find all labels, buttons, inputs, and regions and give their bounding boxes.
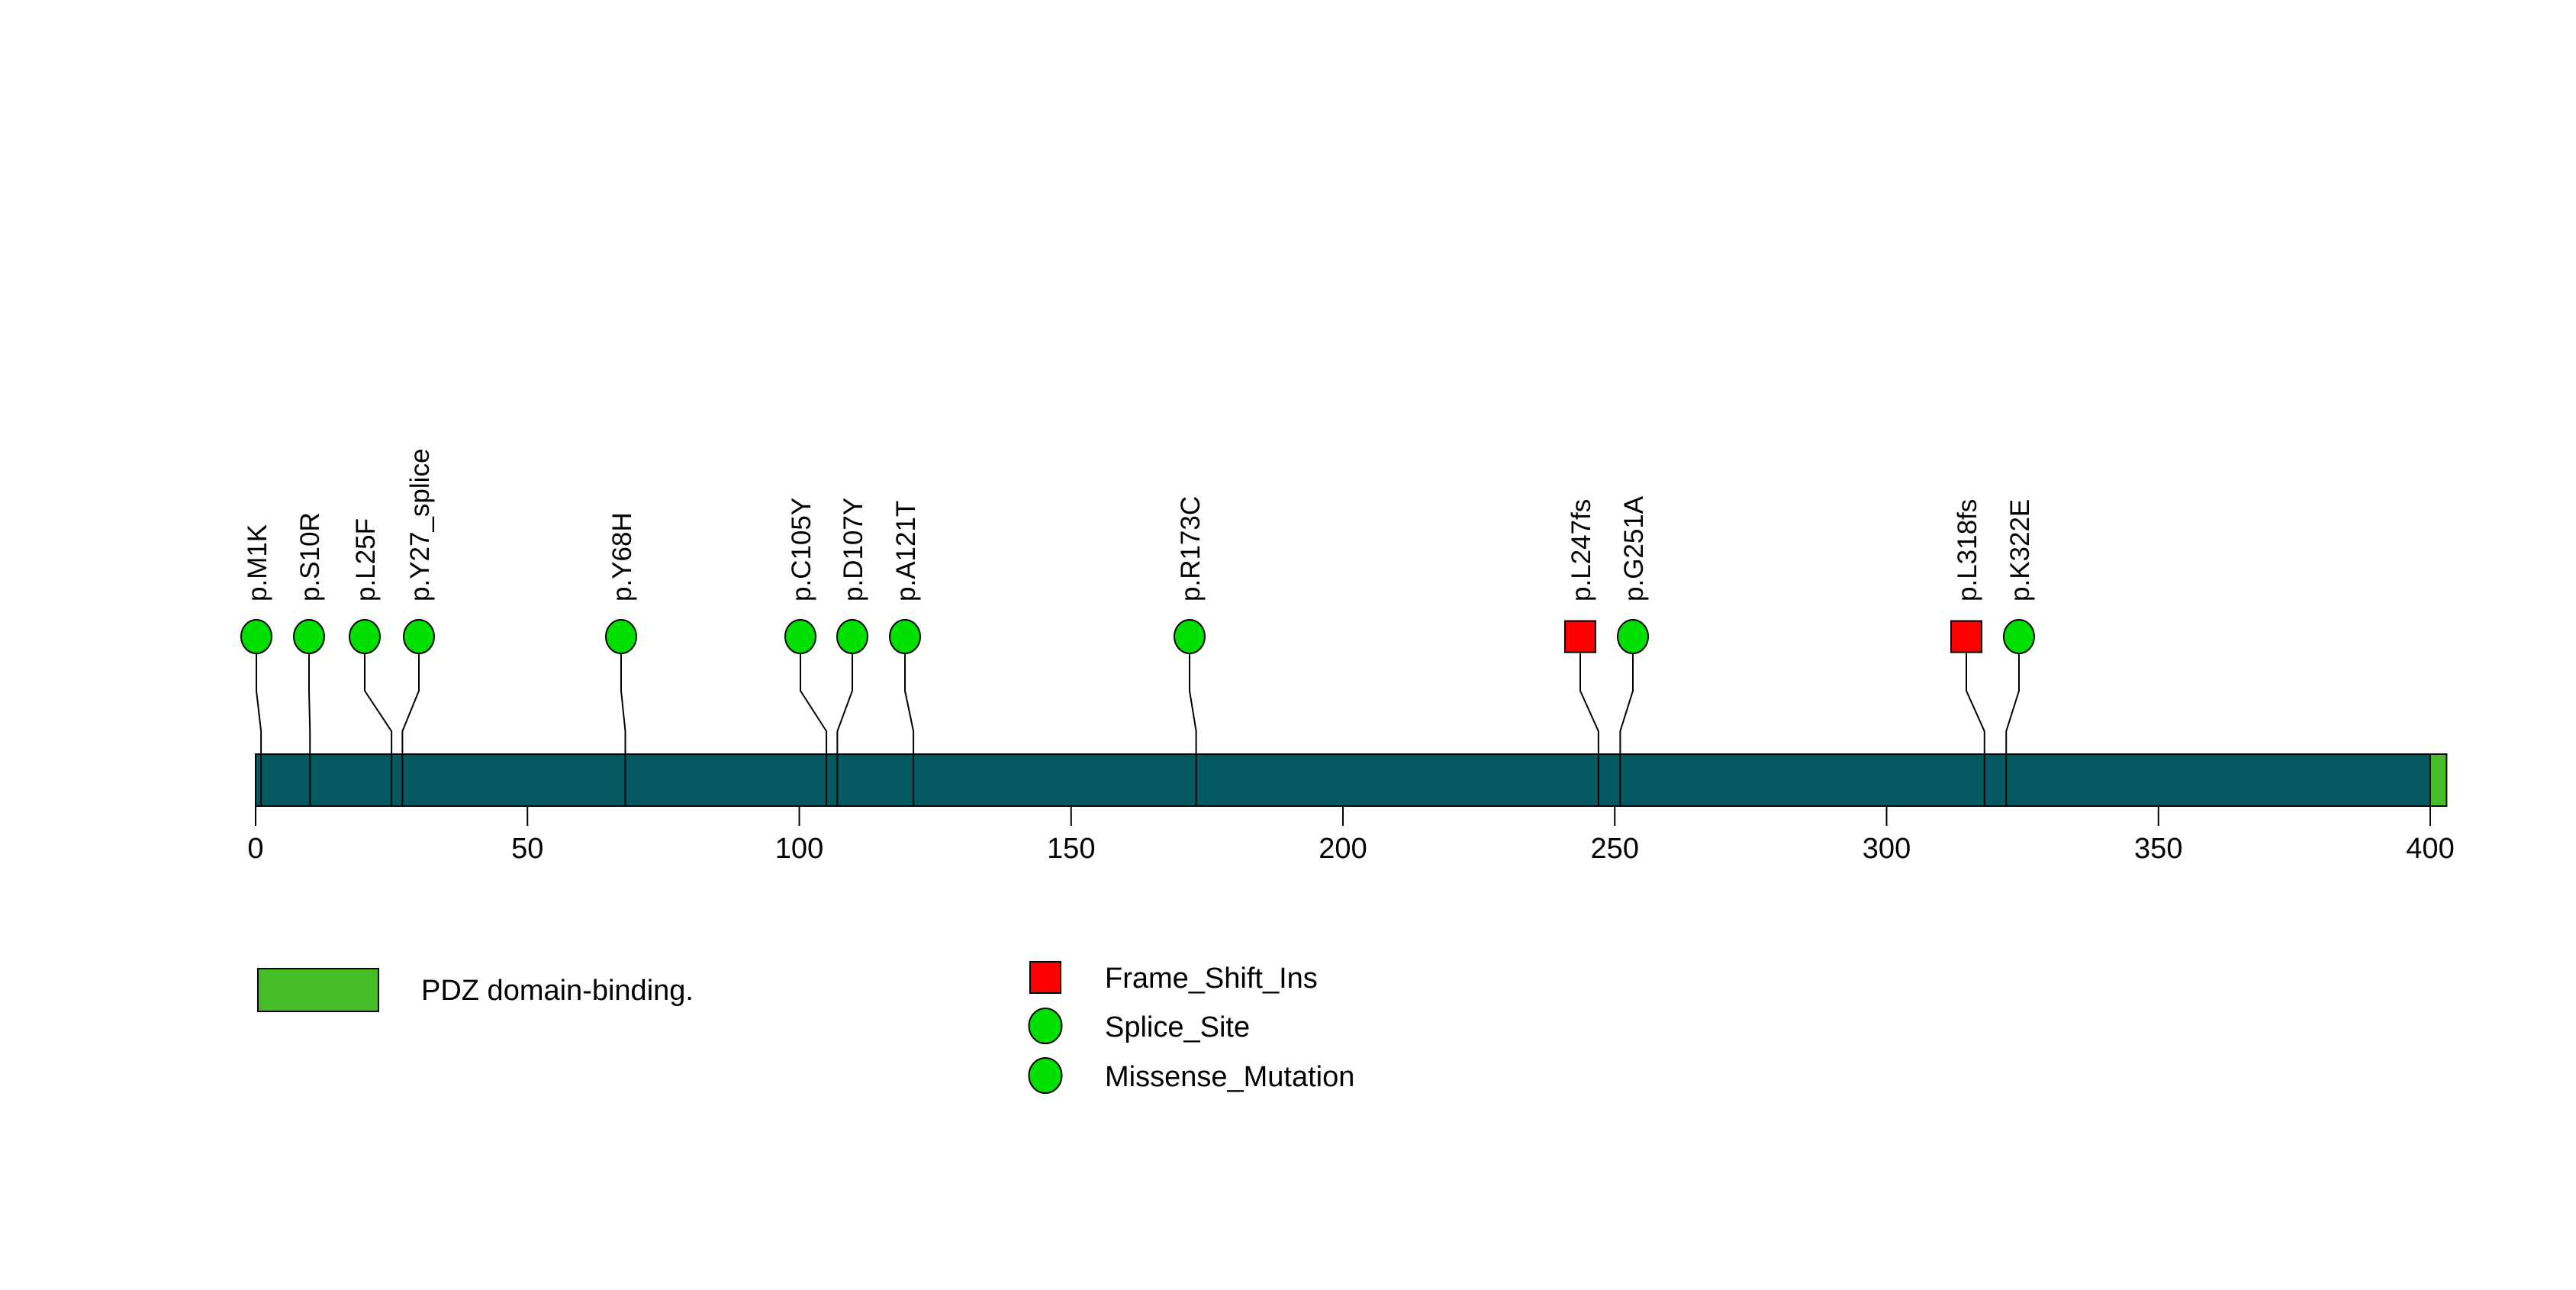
mutation-stem <box>256 653 262 806</box>
mutation-stem <box>401 653 420 806</box>
legend-marker-circle <box>1028 1057 1063 1094</box>
mutation-label: p.Y68H <box>607 512 637 601</box>
mutation-marker-circle <box>2003 619 2035 654</box>
mutation-label: p.M1K <box>243 524 272 601</box>
mutation-marker-square <box>1950 620 1982 653</box>
mutation-label: p.L247fs <box>1567 499 1596 601</box>
mutation-label: p.Y27_splice <box>405 449 435 601</box>
mutation-marker-circle <box>784 619 816 654</box>
protein-domain <box>2429 753 2448 807</box>
axis-tick-label: 200 <box>1319 833 1367 865</box>
protein-track <box>255 753 2431 807</box>
axis-tick-label: 250 <box>1591 833 1639 865</box>
mutation-marker-circle <box>605 619 637 654</box>
mutation-marker-circle <box>293 619 325 654</box>
mutation-marker-circle <box>889 619 921 654</box>
mutation-label: p.A121T <box>891 501 921 601</box>
legend-label: PDZ domain-binding. <box>421 975 694 1007</box>
mutation-label: p.L25F <box>351 518 381 601</box>
mutation-label: p.R173C <box>1176 496 1206 601</box>
legend-label: Splice_Site <box>1105 1011 1250 1043</box>
mutation-stem <box>2005 653 2020 806</box>
mutation-marker-circle <box>836 619 868 654</box>
legend-label: Frame_Shift_Ins <box>1105 963 1318 995</box>
axis-tick-label: 350 <box>2134 833 2182 865</box>
axis-tick-label: 50 <box>511 833 543 865</box>
mutation-stem <box>904 653 915 806</box>
mutation-marker-circle <box>349 619 381 654</box>
mutation-label: p.S10R <box>295 512 325 601</box>
axis-tick-label: 300 <box>1863 833 1911 865</box>
mutation-marker-circle <box>240 619 272 654</box>
axis-tick-label: 0 <box>247 833 263 865</box>
legend-marker-square <box>1029 961 1061 994</box>
mutation-label: p.L318fs <box>1953 499 1982 601</box>
legend-marker-circle <box>1028 1008 1063 1044</box>
axis-tick-label: 100 <box>775 833 823 865</box>
legend-label: Missense_Mutation <box>1105 1061 1354 1093</box>
legend-domain-swatch <box>257 968 379 1012</box>
mutation-label: p.D107Y <box>839 498 868 601</box>
mutation-marker-circle <box>1174 619 1206 654</box>
mutation-label: p.C105Y <box>787 498 816 601</box>
mutation-stem <box>364 653 393 806</box>
mutation-marker-circle <box>403 619 435 654</box>
mutation-stem <box>836 653 853 806</box>
mutation-stem <box>620 653 626 806</box>
mutation-stem <box>1966 653 1985 806</box>
mutation-marker-square <box>1564 620 1596 653</box>
mutation-label: p.K322E <box>2005 499 2035 601</box>
mutation-stem <box>1189 653 1197 806</box>
mutation-stem <box>308 653 311 806</box>
mutation-stem <box>800 653 828 806</box>
mutation-stem <box>1619 653 1634 806</box>
mutation-marker-circle <box>1617 619 1649 654</box>
mutation-stem <box>1579 653 1599 806</box>
mutation-label: p.G251A <box>1619 495 1649 601</box>
axis-tick-label: 150 <box>1047 833 1095 865</box>
axis-tick-label: 400 <box>2406 833 2454 865</box>
